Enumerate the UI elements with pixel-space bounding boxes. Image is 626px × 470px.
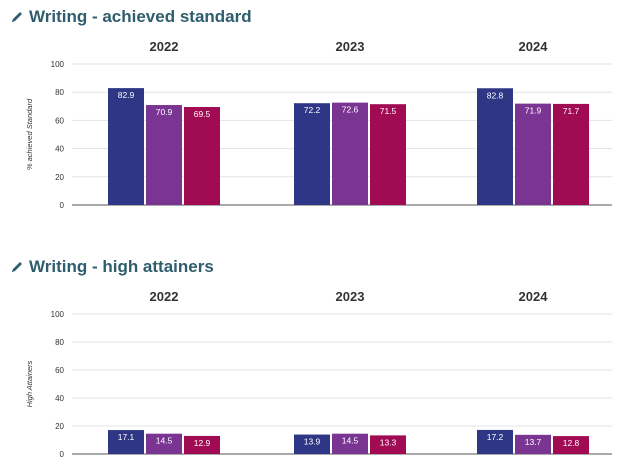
section-high-attainers: Writing - high attainers 0 20 40 60 80 100 Hig… xyxy=(0,250,626,470)
y-axis-label: High Attainers xyxy=(25,360,34,407)
y-tick-label: 80 xyxy=(55,88,64,97)
bar xyxy=(477,429,513,454)
data-label: 17.1 xyxy=(118,432,135,442)
bar xyxy=(108,430,144,454)
category-label: 2022 xyxy=(150,289,179,304)
y-tick-label: 40 xyxy=(55,394,64,403)
bar xyxy=(553,436,589,454)
data-label: 13.3 xyxy=(380,437,397,447)
bar xyxy=(553,103,589,205)
data-label: 12.8 xyxy=(563,438,580,448)
y-tick-label: 60 xyxy=(55,116,64,125)
data-label: 17.2 xyxy=(487,432,504,442)
data-label: 72.2 xyxy=(304,105,321,115)
y-tick-label: 100 xyxy=(51,310,65,319)
y-tick-label: 60 xyxy=(55,366,64,375)
data-label: 12.9 xyxy=(194,438,211,448)
data-label: 82.8 xyxy=(487,90,504,100)
y-tick-label: 0 xyxy=(60,450,65,459)
category-label: 2022 xyxy=(150,39,179,54)
data-label: 13.9 xyxy=(304,437,321,447)
bar xyxy=(184,435,220,454)
category-label: 2023 xyxy=(336,289,365,304)
pencil-icon xyxy=(10,10,24,24)
bar xyxy=(515,434,551,454)
section-title-achieved: Writing - achieved standard xyxy=(10,7,252,27)
data-label: 71.7 xyxy=(563,106,580,116)
bar xyxy=(108,88,144,205)
category-label: 2023 xyxy=(336,39,365,54)
bar-chart-achieved-standard: 0 20 40 60 80 100 % achieved Standard 2022 82.9 7… xyxy=(25,39,612,210)
data-label: 14.5 xyxy=(342,436,359,446)
bar xyxy=(370,435,406,454)
bar xyxy=(515,103,551,205)
y-tick-label: 20 xyxy=(55,173,64,182)
section-achieved-standard: Writing - achieved standard 0 20 40 60 80 100… xyxy=(10,7,612,210)
y-tick-label: 0 xyxy=(60,201,65,210)
bar xyxy=(332,433,368,454)
bar-chart-high-attainers: 0 20 40 60 80 100 High Attainers 2022 17.1 14.5 12… xyxy=(25,289,612,459)
bar xyxy=(146,105,182,205)
data-label: 82.9 xyxy=(118,90,135,100)
bar xyxy=(146,433,182,454)
y-tick-label: 80 xyxy=(55,338,64,347)
bar xyxy=(184,107,220,205)
pencil-icon xyxy=(10,260,24,274)
bar xyxy=(294,434,330,454)
category-label: 2024 xyxy=(519,289,549,304)
y-tick-label: 100 xyxy=(51,60,65,69)
bar xyxy=(477,88,513,205)
data-label: 71.5 xyxy=(380,106,397,116)
bar xyxy=(294,103,330,205)
data-label: 71.9 xyxy=(525,106,542,116)
y-tick-label: 40 xyxy=(55,145,64,154)
y-tick-label: 20 xyxy=(55,422,64,431)
chart-title: Writing - high attainers xyxy=(29,257,214,276)
data-label: 14.5 xyxy=(156,436,173,446)
section-title-high-attainers: Writing - high attainers xyxy=(10,257,214,277)
data-label: 72.6 xyxy=(342,105,359,115)
y-axis-label: % achieved Standard xyxy=(25,98,34,170)
data-label: 70.9 xyxy=(156,107,173,117)
data-label: 69.5 xyxy=(194,109,211,119)
bar xyxy=(370,104,406,205)
bar xyxy=(332,102,368,205)
chart-title: Writing - achieved standard xyxy=(29,7,252,26)
category-label: 2024 xyxy=(519,39,549,54)
data-label: 13.7 xyxy=(525,437,542,447)
